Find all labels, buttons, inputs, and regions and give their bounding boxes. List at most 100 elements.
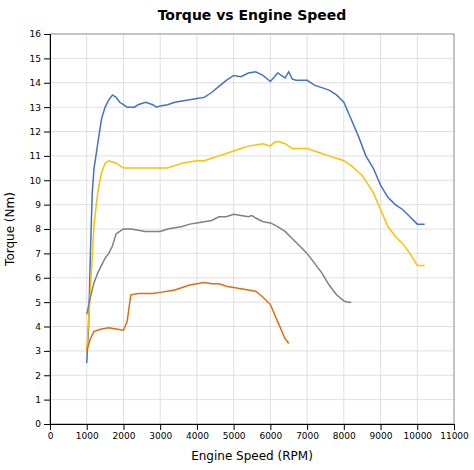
y-tick-label: 14	[30, 78, 42, 88]
x-tick-label: 6000	[259, 431, 282, 441]
y-tick: 5	[35, 298, 50, 308]
plot-frame	[50, 34, 454, 424]
y-tick-mark	[44, 156, 50, 157]
y-tick: 10	[30, 176, 50, 186]
y-tick: 3	[35, 346, 50, 356]
grid-line-y	[50, 277, 454, 278]
y-tick-mark	[44, 327, 50, 328]
y-tick-label: 9	[35, 200, 41, 210]
y-tick-label: 2	[35, 371, 41, 381]
x-tick-mark	[344, 424, 345, 430]
grid-line-y	[50, 350, 454, 351]
grid-line-y	[50, 399, 454, 400]
y-tick-label: 0	[35, 419, 41, 429]
y-axis: 012345678910111213141516	[30, 29, 51, 429]
y-tick: 16	[30, 29, 50, 39]
x-tick-label: 8000	[333, 431, 356, 441]
y-tick-label: 12	[30, 127, 41, 137]
grid-line-y	[50, 58, 454, 59]
x-tick: 0	[48, 424, 54, 441]
y-axis-title: Torque (Nm)	[3, 192, 17, 267]
x-tick: 4000	[186, 424, 209, 441]
lines	[87, 72, 425, 363]
x-tick-mark	[454, 424, 455, 430]
y-tick-mark	[44, 132, 50, 133]
y-tick-label: 16	[30, 29, 42, 39]
y-tick: 13	[30, 103, 50, 113]
grid-line-y	[50, 107, 454, 108]
x-tick: 2000	[113, 424, 136, 441]
x-tick: 8000	[333, 424, 356, 441]
series-line	[87, 283, 289, 351]
y-tick-mark	[44, 205, 50, 206]
x-tick-mark	[197, 424, 198, 430]
y-tick-label: 7	[35, 249, 41, 259]
x-tick: 5000	[223, 424, 246, 441]
y-tick-label: 3	[35, 346, 41, 356]
y-tick-mark	[44, 253, 50, 254]
x-tick-label: 3000	[149, 431, 172, 441]
y-tick-label: 4	[35, 322, 41, 332]
y-tick: 6	[35, 273, 50, 283]
x-axis-line	[51, 425, 455, 431]
series-line	[87, 141, 425, 351]
x-tick-label: 1000	[76, 431, 99, 441]
x-tick-mark	[234, 424, 235, 430]
x-tick-mark	[87, 424, 88, 430]
grid-line-y	[50, 375, 454, 376]
x-tick: 7000	[296, 424, 319, 441]
x-tick-mark	[123, 424, 124, 430]
x-tick: 6000	[259, 424, 282, 441]
plot: 0100020003000400050006000700080009000100…	[30, 29, 470, 441]
x-tick-label: 10000	[403, 431, 432, 441]
y-tick: 7	[35, 249, 50, 259]
y-tick-label: 8	[35, 224, 41, 234]
y-tick: 1	[35, 395, 50, 405]
y-tick-mark	[44, 180, 50, 181]
y-tick: 11	[30, 151, 50, 161]
y-tick-mark	[44, 34, 50, 35]
y-tick-label: 13	[30, 103, 41, 113]
x-tick: 1000	[76, 424, 99, 441]
y-tick-label: 11	[30, 151, 41, 161]
grid-line-y	[50, 155, 454, 156]
y-tick: 8	[35, 224, 50, 234]
y-tick: 2	[35, 371, 50, 381]
y-tick-mark	[44, 302, 50, 303]
y-tick: 4	[35, 322, 50, 332]
y-tick-mark	[44, 229, 50, 230]
y-tick-label: 5	[35, 298, 41, 308]
y-tick-mark	[44, 58, 50, 59]
x-axis: 0 1000 2000 3000 4000 5000 6000 7000 8000 9000 100…	[48, 424, 469, 441]
x-tick-label: 11000	[440, 431, 469, 441]
x-tick-mark	[307, 424, 308, 430]
grid-line-y	[50, 180, 454, 181]
y-tick-label: 1	[35, 395, 41, 405]
series-line	[87, 214, 351, 314]
y-tick-mark	[44, 278, 50, 279]
y-tick-mark	[44, 351, 50, 352]
y-tick-mark	[44, 400, 50, 401]
grid-line-y	[50, 82, 454, 83]
y-tick-mark	[44, 375, 50, 376]
title: Torque vs Engine Speed	[158, 7, 347, 23]
x-tick-mark	[160, 424, 161, 430]
y-tick-mark	[44, 107, 50, 108]
y-tick-label: 6	[35, 273, 41, 283]
grid-line-y	[50, 204, 454, 205]
x-tick: 9000	[370, 424, 393, 441]
x-tick-mark	[270, 424, 271, 430]
y-tick-mark	[44, 83, 50, 84]
x-tick-label: 7000	[296, 431, 319, 441]
grid-line-y	[50, 253, 454, 254]
x-tick-label: 9000	[370, 431, 393, 441]
y-tick-label: 15	[30, 54, 41, 64]
grid	[50, 34, 454, 424]
chart: 0100020003000400050006000700080009000100…	[0, 0, 474, 470]
x-tick: 3000	[149, 424, 172, 441]
x-tick-label: 5000	[223, 431, 246, 441]
x-tick-mark	[381, 424, 382, 430]
x-tick-mark	[417, 424, 418, 430]
grid-line-y	[50, 131, 454, 132]
y-tick-mark	[44, 424, 50, 425]
